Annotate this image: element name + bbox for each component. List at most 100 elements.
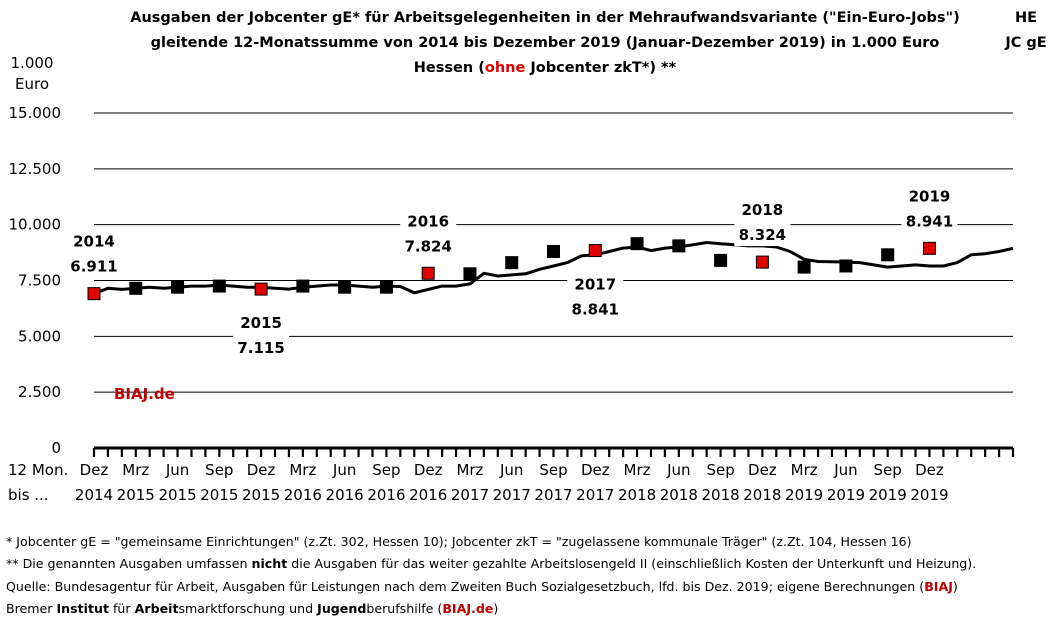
- data-point-marker: [87, 287, 101, 301]
- footnote-2: ** Die genannten Ausgaben umfassen nicht…: [6, 553, 1046, 575]
- source-note-biaj: BIAJ: [924, 578, 953, 594]
- data-point-marker: [630, 237, 644, 251]
- x-tick-month: Mrz: [456, 461, 483, 479]
- x-tick-month: Sep: [372, 461, 400, 479]
- x-axis-label-line-2: bis ...: [8, 486, 49, 504]
- x-tick-month: Jun: [499, 461, 523, 479]
- annotation-year: 2018: [741, 201, 783, 219]
- x-tick-month: Mrz: [289, 461, 316, 479]
- corner-label-type: JC gE: [1004, 35, 1046, 51]
- data-point-marker: [714, 253, 728, 267]
- x-tick-year: 2018: [701, 486, 739, 504]
- y-tick-label: 7.500: [18, 272, 61, 290]
- annotation-box: [567, 272, 624, 321]
- x-tick-year: 2015: [242, 486, 280, 504]
- x-tick-month: Dez: [915, 461, 944, 479]
- x-tick-month: Dez: [247, 461, 276, 479]
- institute-note: Bremer Institut für Arbeitsmarktforschun…: [6, 598, 1046, 620]
- institute-part-d: Arbeit: [134, 601, 179, 617]
- data-point-marker: [839, 259, 853, 273]
- y-axis-unit-line-2: Euro: [15, 75, 49, 93]
- x-tick-year: 2016: [409, 486, 447, 504]
- annotation-box: [66, 229, 122, 278]
- data-point-marker: [171, 280, 185, 294]
- series-markers: [87, 237, 936, 301]
- institute-part-f: Jugend: [317, 601, 367, 617]
- x-tick-year: 2015: [158, 486, 196, 504]
- data-point-marker: [672, 239, 686, 253]
- footnote-2-end: die Ausgaben für das weiter gezahlte Arb…: [287, 556, 977, 572]
- x-tick-year: 2014: [75, 486, 113, 504]
- x-tick-year: 2016: [284, 486, 322, 504]
- x-tick-month: Dez: [414, 461, 443, 479]
- title-line-2: gleitende 12-Monatssumme von 2014 bis De…: [151, 35, 940, 51]
- data-point-marker: [212, 279, 226, 293]
- title-highlight: ohne: [485, 60, 526, 76]
- data-point-marker: [254, 282, 268, 296]
- data-point-marker: [797, 260, 811, 274]
- data-annotations: 2014 6.911 2015 7.115 2016 7.824 2017 8.841 2018…: [66, 184, 958, 360]
- x-tick-month: Dez: [581, 461, 610, 479]
- annotation-value: 7.824: [404, 237, 451, 255]
- institute-part-i: ): [493, 601, 499, 617]
- x-tick-year: 2019: [869, 486, 907, 504]
- source-note-close: ): [952, 578, 958, 594]
- x-tick-month: Sep: [539, 461, 567, 479]
- x-tick-month: Jun: [666, 461, 690, 479]
- chart: Ausgaben der Jobcenter gE* für Arbeitsge…: [8, 10, 1047, 504]
- x-tick-year: 2016: [326, 486, 364, 504]
- x-tick-month: Dez: [748, 461, 777, 479]
- footnote-1: * Jobcenter gE = "gemeinsame Einrichtung…: [6, 534, 912, 549]
- y-tick-label: 2.500: [18, 383, 61, 401]
- x-tick-year: 2016: [367, 486, 405, 504]
- title-line-3-end: Jobcenter zkT*) **: [525, 60, 676, 76]
- data-point-marker: [463, 267, 477, 281]
- data-point-marker: [296, 279, 310, 293]
- x-tick-year: 2015: [117, 486, 155, 504]
- y-tick-label: 5.000: [18, 327, 61, 345]
- x-tick-month: Sep: [205, 461, 233, 479]
- footnote-2-emphasis: nicht: [251, 556, 288, 572]
- x-tick-year: 2019: [785, 486, 823, 504]
- data-point-marker: [547, 244, 560, 258]
- x-tick-month: Mrz: [122, 461, 149, 479]
- x-tick-year: 2018: [743, 486, 781, 504]
- annotation-value: 6.911: [70, 258, 117, 276]
- data-point-marker: [379, 280, 393, 294]
- title-line-1: Ausgaben der Jobcenter gE* für Arbeitsge…: [130, 10, 959, 26]
- title-line-3: Hessen (ohne Jobcenter zkT*) **: [414, 60, 677, 76]
- institute-part-h: BIAJ.de: [442, 601, 494, 617]
- corner-label-region: HE: [1015, 10, 1037, 26]
- annotation-value: 8.841: [572, 301, 619, 319]
- y-tick-label: 0: [51, 439, 61, 457]
- institute-part-b: Institut: [56, 601, 110, 617]
- annotation-value: 8.941: [906, 212, 953, 230]
- annotation-box: [400, 209, 457, 258]
- data-point-marker: [505, 256, 519, 270]
- source-note: Quelle: Bundesagentur für Arbeit, Ausgab…: [6, 576, 1046, 598]
- data-point-marker: [338, 280, 352, 294]
- data-point-marker: [588, 244, 602, 258]
- x-tick-month: Dez: [80, 461, 109, 479]
- x-axis-label-line-1: 12 Mon.: [8, 461, 68, 479]
- data-point-marker: [755, 255, 769, 269]
- x-tick-month: Sep: [706, 461, 734, 479]
- data-point-marker: [129, 281, 143, 295]
- annotation-box: [233, 311, 290, 360]
- x-tick-year: 2017: [451, 486, 489, 504]
- x-tick-month: Mrz: [624, 461, 651, 479]
- y-axis-unit-line-1: 1.000: [11, 54, 54, 72]
- annotation-year: 2019: [909, 187, 951, 205]
- x-tick-year: 2017: [493, 486, 531, 504]
- data-point-marker: [881, 248, 895, 262]
- x-tick-month: Sep: [874, 461, 902, 479]
- x-tick-month: Jun: [833, 461, 857, 479]
- x-tick-year: 2019: [910, 486, 948, 504]
- institute-part-g: berufshilfe (: [366, 601, 443, 617]
- y-tick-label: 10.000: [9, 216, 62, 234]
- annotation-year: 2017: [574, 276, 616, 294]
- footnote-2-start: ** Die genannten Ausgaben umfassen: [6, 556, 252, 572]
- series-path: [93, 241, 1014, 296]
- x-tick-year: 2019: [827, 486, 865, 504]
- x-tick-year: 2017: [534, 486, 572, 504]
